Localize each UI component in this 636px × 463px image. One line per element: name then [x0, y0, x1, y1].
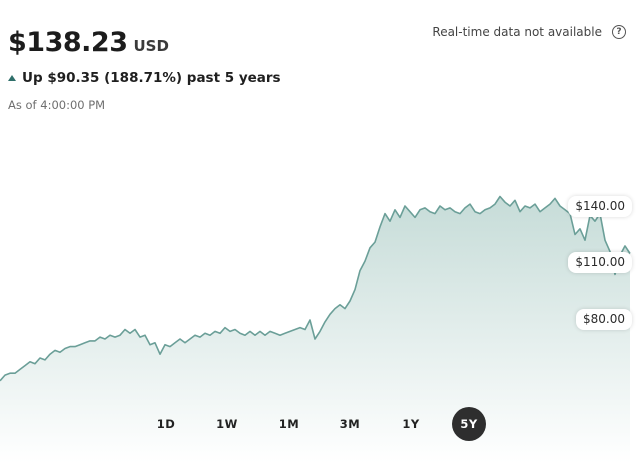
price-label-110: $110.00 — [568, 252, 632, 273]
range-3m-button[interactable]: 3M — [339, 417, 361, 431]
price-line — [0, 195, 631, 382]
price-label-80: $80.00 — [576, 309, 632, 330]
price-area-fill — [0, 196, 630, 463]
price-label-140: $140.00 — [568, 196, 632, 217]
range-5y-button[interactable]: 5Y — [452, 407, 486, 441]
range-1y-button[interactable]: 1Y — [402, 417, 420, 431]
range-1m-button[interactable]: 1M — [278, 417, 300, 431]
realtime-notice: Real-time data not available ? — [432, 25, 626, 39]
realtime-notice-text: Real-time data not available — [432, 25, 602, 39]
currency-code: USD — [133, 37, 169, 55]
price-header: $138.23 USD — [8, 27, 169, 58]
price-change: Up $90.35 (188.71%) past 5 years — [8, 70, 281, 86]
range-1w-button[interactable]: 1W — [216, 417, 238, 431]
range-1d-button[interactable]: 1D — [156, 417, 176, 431]
current-price: $138.23 — [8, 27, 128, 58]
price-change-text: Up $90.35 (188.71%) past 5 years — [22, 70, 281, 86]
up-arrow-icon — [8, 75, 16, 81]
help-icon[interactable]: ? — [612, 25, 626, 39]
range-selector: 1D 1W 1M 3M 1Y 5Y — [0, 407, 636, 441]
as-of-timestamp: As of 4:00:00 PM — [8, 98, 106, 112]
